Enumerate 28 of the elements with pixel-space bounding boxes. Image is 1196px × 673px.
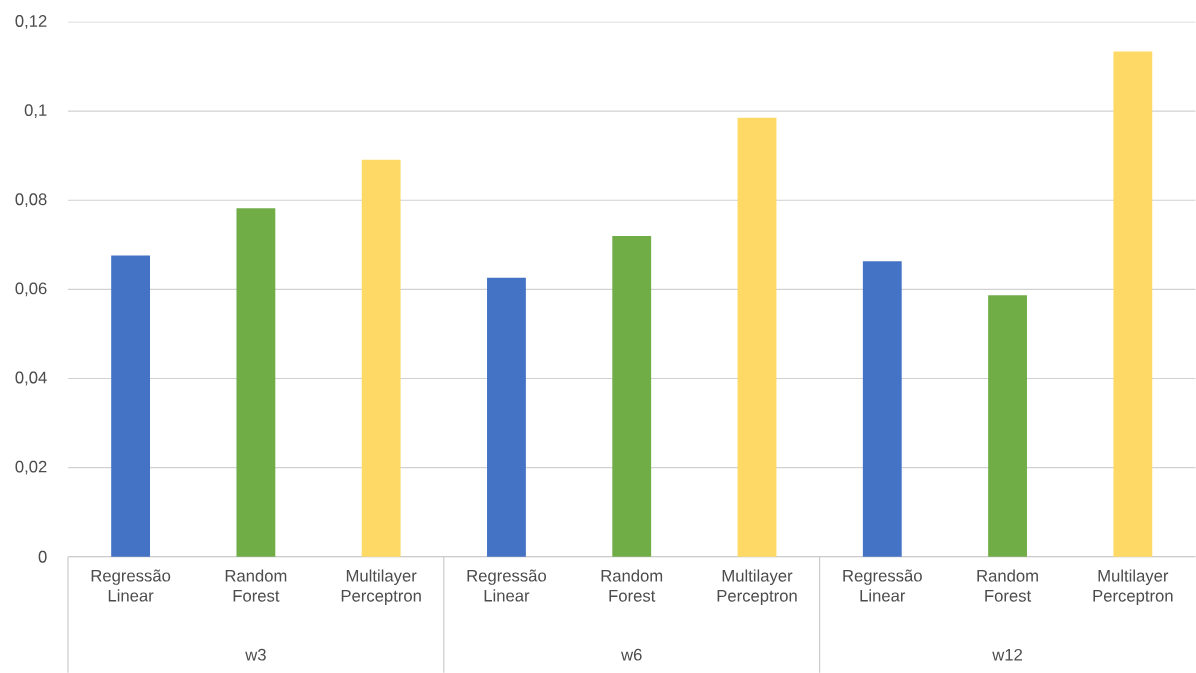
text: w3 — [245, 648, 266, 661]
bar — [862, 261, 902, 557]
x-tick-label: Multilayer Perceptron — [717, 569, 797, 605]
bar — [487, 277, 526, 557]
x-tick-label: Regressão Linear — [91, 569, 171, 602]
x-tick-label: Regressão Linear — [467, 569, 547, 602]
text: w6 — [621, 648, 642, 661]
y-tick-label: 0 — [38, 550, 47, 563]
y-tick-label: 0,08 — [15, 193, 47, 208]
y-tick-label: 0,1 — [24, 104, 47, 118]
y-tick-label: 0,12 — [15, 15, 47, 29]
bar — [111, 255, 151, 557]
x-tick-label: Random Forest — [977, 569, 1038, 602]
bar — [361, 159, 401, 557]
x-tick-label: Regressão Linear — [843, 569, 922, 602]
y-tick-label: 0,04 — [15, 371, 47, 386]
y-tick-label: 0,06 — [15, 282, 47, 297]
bar — [612, 235, 652, 557]
x-tick-label: Multilayer Perceptron — [1093, 569, 1173, 605]
bar — [236, 208, 276, 557]
x-tick-label: Random Forest — [601, 569, 663, 602]
y-tick-label: 0,02 — [15, 460, 47, 475]
bar — [988, 295, 1027, 557]
x-tick-label: Multilayer Perceptron — [341, 569, 421, 605]
text: w12 — [992, 648, 1022, 661]
bar — [737, 117, 777, 557]
bar — [1113, 51, 1153, 557]
x-tick-label: Random Forest — [225, 569, 287, 602]
